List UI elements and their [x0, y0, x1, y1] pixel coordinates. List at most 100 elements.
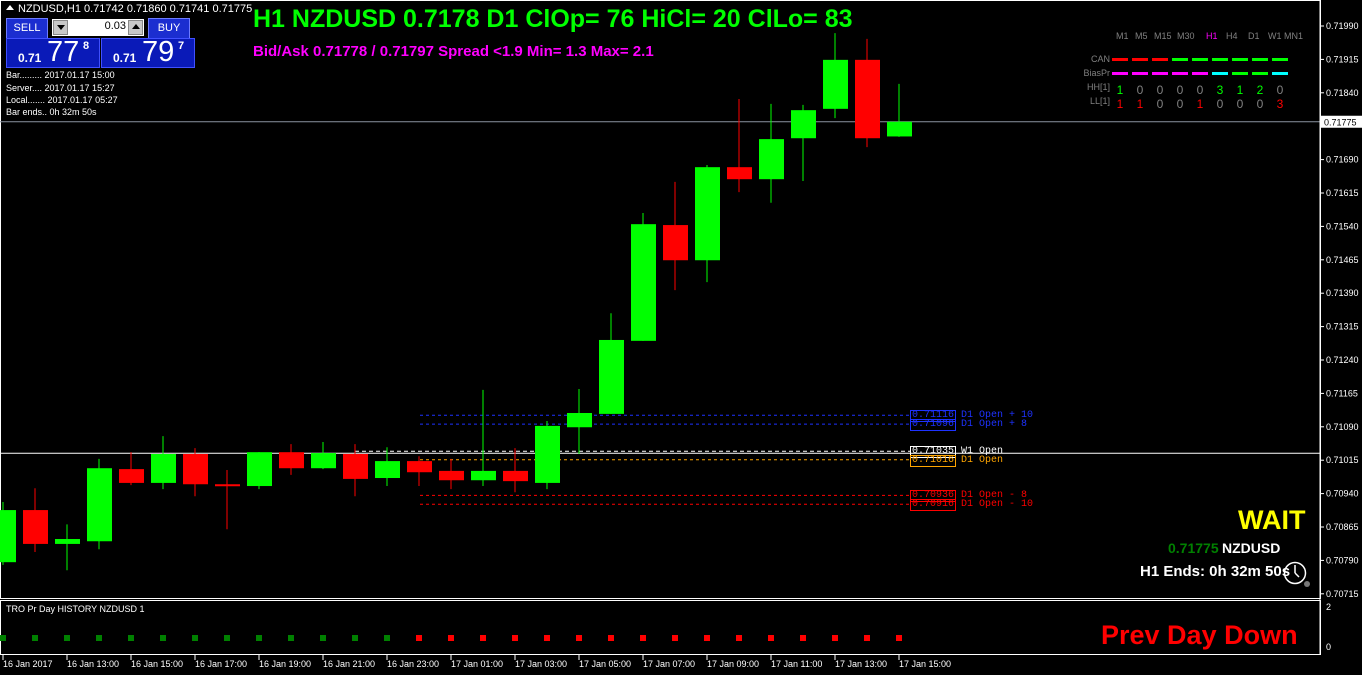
price-tick-label: 0.71390	[1326, 288, 1359, 298]
candle-body	[791, 110, 816, 139]
time-tick-label: 17 Jan 15:00	[899, 659, 951, 669]
row-value: 0	[1216, 97, 1224, 111]
level-label: W1 Open	[961, 446, 1004, 458]
collapse-triangle-icon[interactable]	[6, 5, 14, 10]
lot-value[interactable]: 0.03	[104, 20, 126, 32]
row-label: BiasPr	[1083, 68, 1110, 78]
day-history-square	[32, 635, 38, 641]
candle	[215, 469, 240, 530]
level-label: D1 Open + 10	[961, 410, 1034, 422]
time-tick-label: 16 Jan 21:00	[323, 659, 375, 669]
day-history-square	[192, 635, 198, 641]
day-history-square	[416, 635, 422, 641]
status-bar	[1132, 58, 1148, 61]
candle	[535, 421, 560, 490]
status-bar	[1232, 72, 1248, 75]
row-value: 0	[1256, 97, 1264, 111]
sell-price[interactable]: 0.71 77 8	[6, 36, 100, 68]
status-bar	[1272, 72, 1288, 75]
day-history-square	[896, 635, 902, 641]
candle-body	[247, 452, 272, 487]
sell-price-prefix: 0.71	[18, 51, 42, 65]
row-value: 0	[1156, 83, 1164, 97]
row-value: 0	[1176, 83, 1184, 97]
one-click-trading-panel: SELL 0.03 BUY 0.71 77 8 0.71 79 7	[6, 18, 195, 68]
candle-body	[471, 470, 496, 481]
candle	[87, 458, 112, 550]
candle	[663, 181, 688, 291]
time-tick-label: 17 Jan 05:00	[579, 659, 631, 669]
candle-body	[599, 339, 624, 414]
row-value: 3	[1216, 83, 1224, 97]
row-value: 1	[1116, 97, 1124, 111]
lot-decrease-button[interactable]	[53, 20, 68, 35]
row-value: 1	[1196, 97, 1204, 111]
day-history-square	[640, 635, 646, 641]
price-tick-label: 0.71840	[1326, 88, 1359, 98]
price-tick-label: 0.71915	[1326, 54, 1359, 64]
candle	[887, 83, 912, 137]
level-label: D1 Open	[961, 454, 1004, 466]
arrow-up-icon	[132, 24, 140, 29]
time-tick-label: 17 Jan 11:00	[771, 659, 822, 669]
day-history-square	[64, 635, 70, 641]
candle-body	[439, 470, 464, 481]
candle-body	[759, 139, 784, 180]
lot-increase-button[interactable]	[128, 20, 143, 35]
sell-button[interactable]: SELL	[6, 18, 48, 39]
candle-body	[855, 59, 880, 139]
price-tick-label: 0.71315	[1326, 322, 1359, 332]
day-history-square	[704, 635, 710, 641]
candle-body	[727, 167, 752, 180]
tf-header-m1: M1	[1116, 31, 1129, 41]
price-tick-label: 0.71615	[1326, 188, 1359, 198]
candle-body	[375, 461, 400, 479]
tf-header-m30: M30	[1177, 31, 1195, 41]
candle	[23, 488, 48, 552]
day-history-square	[768, 635, 774, 641]
row-label: CAN	[1090, 54, 1110, 64]
candle-body	[0, 510, 16, 563]
price-tick-label: 0.70715	[1326, 589, 1359, 599]
buy-button[interactable]: BUY	[148, 18, 190, 39]
day-history-square	[96, 635, 102, 641]
candle	[375, 447, 400, 487]
status-bar	[1272, 58, 1288, 61]
symbol-ohlc: NZDUSD,H1 0.71742 0.71860 0.71741 0.7177…	[18, 3, 253, 15]
candle-body	[567, 412, 592, 428]
candle	[695, 164, 720, 283]
subwindow-title: TRO Pr Day HISTORY NZDUSD 1	[6, 604, 145, 614]
buy-price[interactable]: 0.71 79 7	[101, 36, 195, 68]
candle-body	[23, 510, 48, 544]
row-value: 2	[1256, 83, 1264, 97]
title-line-1: H1 NZDUSD 0.7178 D1 ClOp= 76 HiCl= 20 Cl…	[253, 5, 853, 33]
status-bar	[1112, 58, 1128, 61]
row-value: 1	[1136, 97, 1144, 111]
day-history-square	[672, 635, 678, 641]
price-tick-label: 0.71015	[1326, 455, 1359, 465]
candle	[855, 38, 880, 148]
day-history-square	[864, 635, 870, 641]
day-history-square	[576, 635, 582, 641]
time-tick-label: 16 Jan 23:00	[387, 659, 439, 669]
day-history-square	[608, 635, 614, 641]
prev-day-status: Prev Day Down	[1101, 620, 1298, 650]
row-value: 0	[1236, 97, 1244, 111]
candle-body	[407, 461, 432, 473]
status-bar	[1232, 58, 1248, 61]
subwindow-axis-min: 0	[1326, 642, 1332, 652]
candle-body	[631, 224, 656, 341]
day-history-square	[448, 635, 454, 641]
candle	[183, 448, 208, 497]
candle-body	[823, 59, 848, 109]
time-tick-label: 17 Jan 13:00	[835, 659, 887, 669]
status-bar	[1192, 72, 1208, 75]
tf-header-d1: D1	[1248, 31, 1260, 41]
subwindow-axis-max: 2	[1326, 602, 1332, 612]
candle-body	[343, 453, 368, 479]
level-label: D1 Open - 8	[961, 490, 1028, 502]
price-tick-label: 0.70940	[1326, 489, 1359, 499]
lot-size-input[interactable]: 0.03	[52, 19, 144, 36]
level-value: 0.70916	[910, 499, 957, 512]
